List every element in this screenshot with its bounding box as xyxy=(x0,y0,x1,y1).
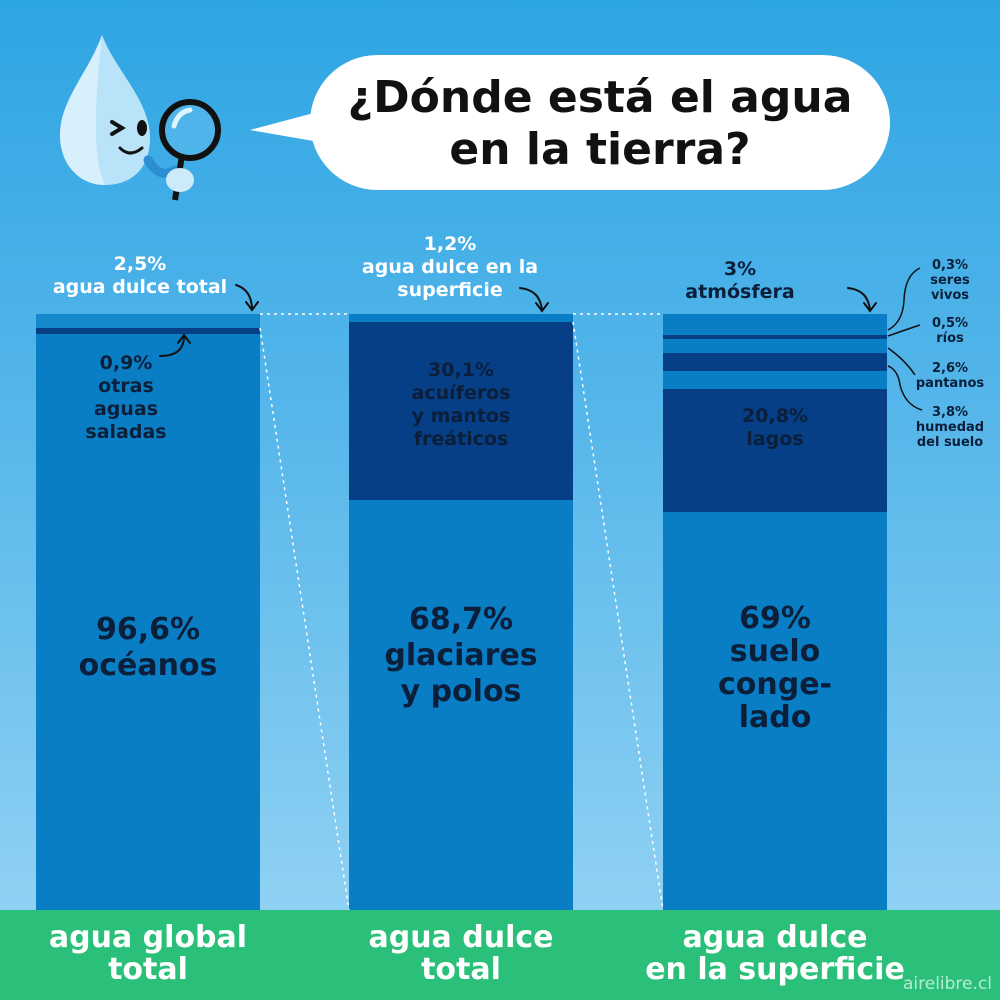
arrow-atmosphere xyxy=(847,287,871,311)
leader-seres-vivos xyxy=(887,267,921,331)
bar-1-segment-2 xyxy=(36,328,260,334)
arrow-surface xyxy=(519,287,543,311)
bar-1-segment-1 xyxy=(36,334,260,910)
arrowhead-freshwater xyxy=(245,301,259,312)
bar-3-segment-4 xyxy=(663,353,887,371)
leader-rios xyxy=(887,324,921,337)
water-drop-mascot-icon xyxy=(60,35,221,201)
bar-2-segment-2 xyxy=(349,322,573,500)
arrow-other-salty xyxy=(159,335,185,357)
stacked-bar-chart xyxy=(36,267,923,910)
arrow-freshwater xyxy=(235,284,253,311)
label-pantanos: 2,6% pantanos xyxy=(915,361,985,391)
speech-bubble-tail xyxy=(250,110,325,143)
label-seres-vivos: 0,3% seres vivos xyxy=(930,258,970,303)
label-humedad-suelo: 3,8% humedad del suelo xyxy=(915,405,985,450)
label-glaciares: 68,7% glaciares y polos xyxy=(384,602,538,709)
category-label-2: agua dulce total xyxy=(368,920,554,987)
category-label-3: agua dulce en la superficie xyxy=(645,920,905,987)
footer-band xyxy=(0,910,1000,1000)
connector-bottom-1 xyxy=(259,327,350,910)
label-lagos: 20,8% lagos xyxy=(742,405,808,450)
label-rios: 0,5% ríos xyxy=(931,316,969,346)
label-oceanos: 96,6% océanos xyxy=(78,612,218,683)
leader-humedad xyxy=(887,365,923,411)
label-atmosfera: 3% atmósfera xyxy=(685,258,795,303)
arrowhead-atmosphere xyxy=(863,302,877,313)
leader-pantanos xyxy=(887,347,916,376)
bar-1-freshwater-cap xyxy=(36,314,260,328)
bar-2-segment-1 xyxy=(349,500,573,910)
bar-3-segment-1 xyxy=(663,512,887,910)
bar-3-segment-6 xyxy=(663,335,887,339)
arrowhead-other-salty xyxy=(177,333,191,344)
arrowhead-surface xyxy=(535,302,549,313)
label-suelo-congelado: 69% suelo conge- lado xyxy=(717,601,833,735)
label-otras-aguas-saladas: 0,9% otras aguas saladas xyxy=(85,352,167,443)
label-acuiferos: 30,1% acuíferos y mantos freáticos xyxy=(411,359,511,450)
label-agua-dulce-total: 2,5% agua dulce total xyxy=(52,253,228,298)
connector-bottom-2 xyxy=(572,321,664,910)
bar-2-segment-3 xyxy=(349,314,573,322)
bar-3-segment-7 xyxy=(663,314,887,335)
bar-3-segment-5 xyxy=(663,339,887,353)
speech-bubble xyxy=(310,55,890,190)
credit-text: airelibre.cl xyxy=(902,974,992,994)
page-title: ¿Dónde está el agua en la tierra? xyxy=(347,72,853,175)
category-label-1: agua global total xyxy=(48,920,248,987)
bar-3-segment-2 xyxy=(663,389,887,512)
label-dulce-superficie: 1,2% agua dulce en la superficie xyxy=(361,233,539,301)
bar-3-segment-3 xyxy=(663,371,887,389)
